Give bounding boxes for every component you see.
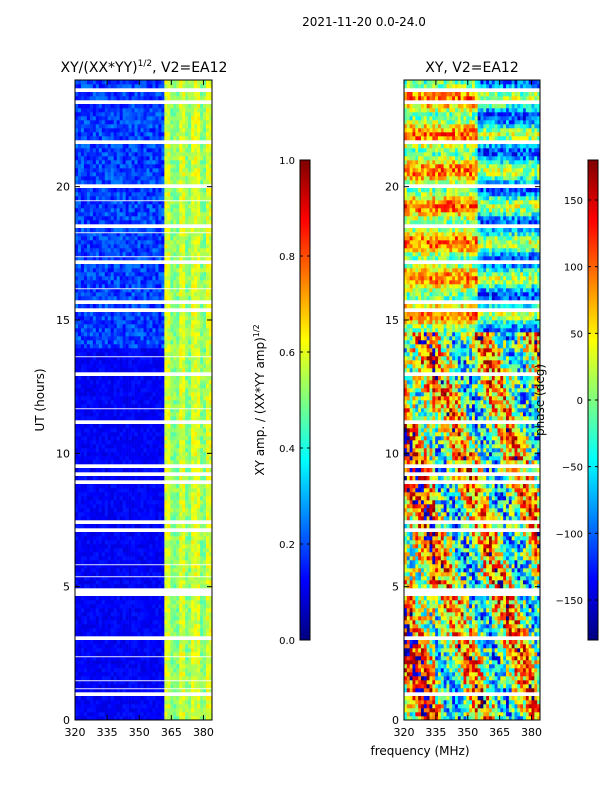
- y-tick-label: 20: [385, 181, 399, 194]
- y-tick-label: 10: [385, 447, 399, 460]
- right-panel: XY, V2=EA12 320 335 350 365 380 0 5 10 15 20 fre…: [370, 60, 542, 758]
- y-tick-label: 15: [385, 314, 399, 327]
- left-title: XY/(XX*YY)1/2, V2=EA12: [61, 59, 228, 76]
- right-colorbar-label: phase (deg): [533, 364, 547, 436]
- left-colorbar-frame: [299, 159, 311, 641]
- colorbar-tick-label: 0.0: [279, 636, 295, 647]
- colorbar-tick-label: 0.4: [279, 444, 295, 455]
- colorbar-tick-label: 0: [577, 396, 583, 407]
- colorbar-tick-label: 0.8: [279, 252, 295, 263]
- left-x-ticks: 320 335 350 365 380: [65, 80, 214, 739]
- right-title: XY, V2=EA12: [425, 60, 519, 76]
- left-colorbar-gradient: [300, 160, 310, 640]
- x-tick-label: 320: [65, 726, 86, 739]
- left-y-axis-label: UT (hours): [33, 368, 47, 431]
- y-tick-label: 15: [56, 314, 70, 327]
- left-heatmap: [75, 80, 213, 721]
- colorbar-tick-label: 0.6: [279, 348, 295, 359]
- colorbar-tick-label: −50: [562, 463, 583, 474]
- colorbar-tick-label: −150: [556, 596, 583, 607]
- x-tick-label: 335: [97, 726, 118, 739]
- x-tick-label: 365: [161, 726, 182, 739]
- x-tick-label: 380: [193, 726, 214, 739]
- left-colorbar-ticks: 0.0 0.2 0.4 0.6 0.8 1.0: [279, 156, 310, 647]
- colorbar-tick-label: 0.2: [279, 540, 295, 551]
- right-heatmap: [404, 80, 541, 721]
- left-colorbar: 0.0 0.2 0.4 0.6 0.8 1.0 XY amp. / (XX*YY amp)…: [252, 156, 311, 647]
- y-tick-label: 10: [56, 447, 70, 460]
- right-colorbar-gradient: [588, 160, 598, 640]
- x-tick-label: 320: [394, 726, 415, 739]
- y-tick-label: 0: [63, 714, 70, 727]
- left-colorbar-label: XY amp. / (XX*YY amp)1/2: [252, 324, 267, 475]
- y-tick-label: 5: [63, 581, 70, 594]
- x-axis-label: frequency (MHz): [370, 744, 469, 758]
- left-plot-frame: [74, 79, 213, 721]
- x-tick-label: 335: [425, 726, 446, 739]
- x-tick-label: 350: [129, 726, 150, 739]
- x-tick-label: 380: [521, 726, 542, 739]
- right-colorbar-ticks: 150 100 50 0 −50 −100 −150: [556, 196, 598, 607]
- right-colorbar: 150 100 50 0 −50 −100 −150 phase (deg): [533, 159, 599, 641]
- y-tick-label: 5: [392, 581, 399, 594]
- x-tick-label: 365: [489, 726, 510, 739]
- colorbar-tick-label: 150: [564, 196, 583, 207]
- right-y-ticks: 0 5 10 15 20: [385, 181, 540, 727]
- colorbar-tick-label: 50: [570, 329, 583, 340]
- colorbar-tick-label: −100: [556, 529, 583, 540]
- colorbar-tick-label: 100: [564, 263, 583, 274]
- x-tick-label: 350: [457, 726, 478, 739]
- left-y-ticks: 0 5 10 15 20: [56, 181, 212, 727]
- right-plot-frame: [403, 79, 541, 721]
- y-tick-label: 20: [56, 181, 70, 194]
- left-panel: XY/(XX*YY)1/2, V2=EA12 320 335 350 365 380 0…: [33, 59, 227, 739]
- colorbar-tick-label: 1.0: [279, 156, 295, 167]
- y-tick-label: 0: [392, 714, 399, 727]
- right-x-ticks: 320 335 350 365 380: [394, 80, 542, 739]
- figure-title: 2021-11-20 0.0-24.0: [302, 15, 426, 29]
